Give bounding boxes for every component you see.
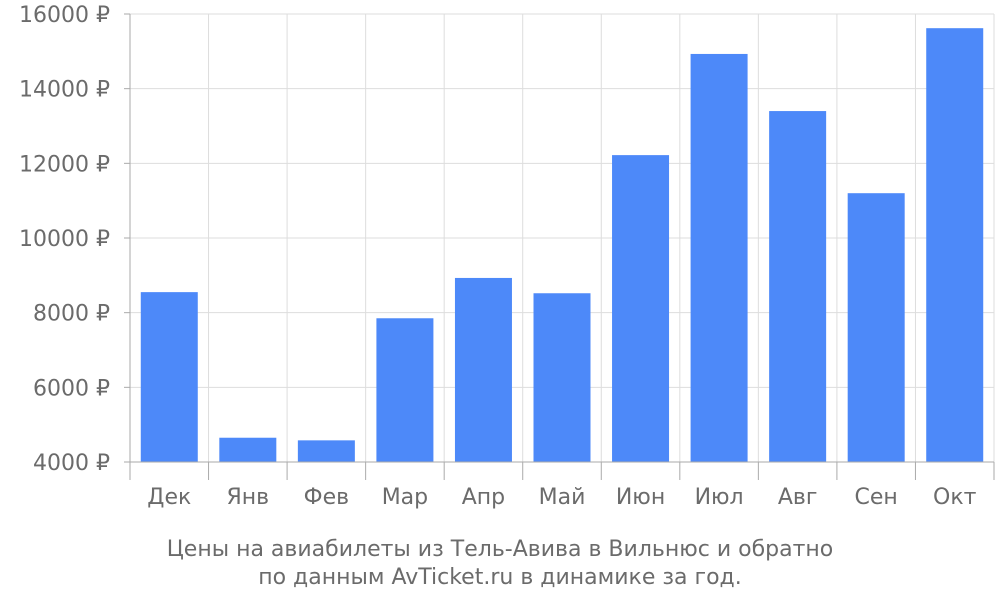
x-tick-label: Июл (695, 485, 744, 510)
y-tick-label: 6000 ₽ (33, 376, 110, 401)
x-tick-label: Янв (226, 485, 269, 510)
bar (219, 437, 277, 462)
bar (612, 155, 670, 462)
bar (454, 277, 512, 462)
bar (847, 193, 905, 462)
x-tick-label: Фев (304, 485, 349, 510)
y-tick-label: 8000 ₽ (33, 302, 110, 327)
x-tick-label: Мар (382, 485, 428, 510)
x-tick-labels: Дек Янв Фев Мар Апр Май Июн Июл Авг Сен Окт (147, 485, 976, 510)
caption-line-2: по данным AvTicket.ru в динамике за год. (258, 565, 742, 590)
axes (129, 14, 994, 480)
x-tick-label: Апр (462, 485, 505, 510)
caption-line-1: Цены на авиабилеты из Тель-Авива в Вильн… (167, 537, 834, 562)
x-tick-label: Май (539, 485, 586, 510)
y-tick-label: 10000 ₽ (19, 227, 110, 252)
bar-series (140, 28, 984, 463)
y-tick-labels: 4000 ₽ 6000 ₽ 8000 ₽ 10000 ₽ 12000 ₽ 14000 ₽ 1… (19, 3, 110, 476)
x-tick-label: Июн (616, 485, 665, 510)
bar (297, 440, 355, 462)
bar (690, 53, 748, 463)
bar (376, 318, 434, 462)
bar (769, 111, 827, 463)
x-tick-label: Сен (855, 485, 898, 510)
x-tick-label: Дек (147, 485, 191, 510)
y-tick-label: 12000 ₽ (19, 152, 110, 177)
y-tick-label: 14000 ₽ (19, 78, 110, 103)
bar (926, 28, 984, 462)
y-tick-label: 4000 ₽ (33, 451, 110, 476)
x-tick-label: Окт (933, 485, 977, 510)
chart-caption: Цены на авиабилеты из Тель-Авива в Вильн… (167, 537, 834, 590)
x-tick-label: Авг (778, 485, 818, 510)
bar (140, 292, 198, 462)
y-tick-label: 16000 ₽ (19, 3, 110, 28)
bar (533, 293, 591, 462)
